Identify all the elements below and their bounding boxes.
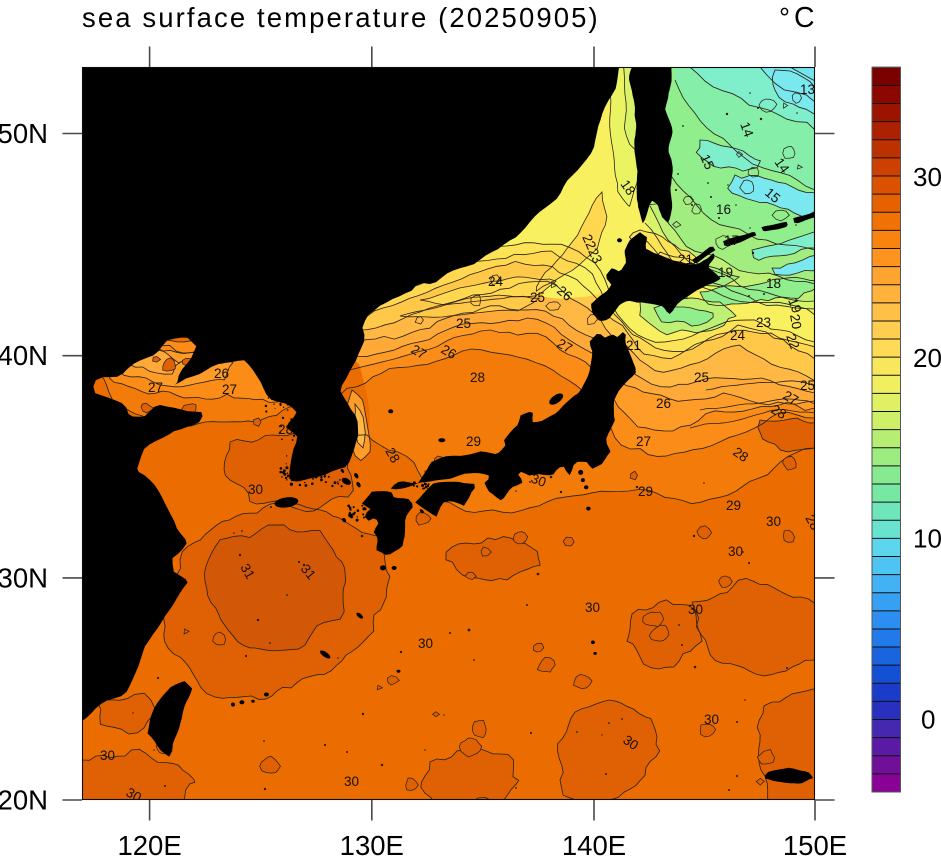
svg-text:27: 27 bbox=[781, 388, 802, 409]
svg-text:20N: 20N bbox=[0, 785, 48, 816]
svg-text:28: 28 bbox=[382, 445, 403, 466]
svg-text:26: 26 bbox=[656, 396, 671, 411]
svg-text:26: 26 bbox=[439, 342, 460, 363]
svg-text:21: 21 bbox=[626, 338, 641, 353]
svg-text:18: 18 bbox=[766, 276, 781, 291]
svg-text:24: 24 bbox=[730, 328, 746, 343]
svg-text:30: 30 bbox=[100, 748, 115, 763]
svg-text:30: 30 bbox=[529, 471, 548, 490]
svg-text:30: 30 bbox=[688, 602, 703, 617]
svg-text:25: 25 bbox=[530, 290, 545, 305]
svg-text:27: 27 bbox=[555, 336, 576, 357]
svg-text:30: 30 bbox=[248, 482, 263, 497]
svg-text:40N: 40N bbox=[0, 340, 48, 371]
svg-text:sea surface temperature (20250: sea surface temperature (20250905) bbox=[82, 2, 600, 33]
svg-text:30: 30 bbox=[913, 162, 941, 192]
svg-text:23: 23 bbox=[756, 315, 771, 330]
svg-text:30: 30 bbox=[704, 712, 719, 727]
svg-text:17: 17 bbox=[724, 233, 739, 248]
svg-text:27: 27 bbox=[222, 382, 237, 397]
svg-text:25: 25 bbox=[456, 316, 471, 331]
svg-text:28: 28 bbox=[730, 444, 751, 465]
svg-text:150E: 150E bbox=[783, 830, 847, 858]
svg-text:28: 28 bbox=[769, 402, 790, 423]
svg-text:30: 30 bbox=[418, 636, 433, 651]
svg-text:25: 25 bbox=[800, 378, 815, 393]
svg-text:22: 22 bbox=[783, 332, 802, 351]
svg-text:27: 27 bbox=[636, 434, 651, 449]
svg-text:°: ° bbox=[779, 2, 790, 33]
svg-text:23: 23 bbox=[585, 246, 605, 266]
svg-text:30: 30 bbox=[620, 732, 641, 753]
svg-text:15: 15 bbox=[762, 185, 783, 206]
svg-text:28: 28 bbox=[470, 370, 485, 385]
svg-text:30N: 30N bbox=[0, 562, 48, 593]
svg-text:30: 30 bbox=[766, 514, 781, 529]
svg-text:13: 13 bbox=[800, 82, 815, 97]
svg-text:30: 30 bbox=[344, 774, 359, 789]
svg-text:140E: 140E bbox=[562, 830, 626, 858]
svg-text:26: 26 bbox=[554, 283, 575, 304]
svg-text:C: C bbox=[794, 2, 815, 34]
svg-text:20: 20 bbox=[787, 313, 804, 330]
svg-text:29: 29 bbox=[726, 498, 741, 513]
svg-text:130E: 130E bbox=[340, 830, 404, 858]
svg-text:26: 26 bbox=[214, 366, 229, 381]
svg-text:120E: 120E bbox=[117, 830, 181, 858]
svg-text:21: 21 bbox=[678, 252, 693, 267]
svg-text:30: 30 bbox=[124, 785, 145, 806]
svg-text:24: 24 bbox=[488, 274, 504, 289]
svg-text:22: 22 bbox=[579, 232, 599, 252]
svg-text:50N: 50N bbox=[0, 118, 48, 149]
svg-text:10: 10 bbox=[913, 524, 941, 554]
svg-text:28: 28 bbox=[278, 422, 293, 437]
svg-text:27: 27 bbox=[409, 342, 430, 363]
svg-text:14: 14 bbox=[737, 120, 756, 140]
svg-text:20: 20 bbox=[913, 343, 941, 373]
svg-text:29: 29 bbox=[466, 434, 481, 449]
svg-text:15: 15 bbox=[697, 152, 717, 172]
svg-text:16: 16 bbox=[716, 202, 731, 217]
svg-text:30: 30 bbox=[728, 544, 743, 559]
svg-text:25: 25 bbox=[694, 370, 709, 385]
svg-text:19: 19 bbox=[718, 265, 733, 280]
svg-text:30: 30 bbox=[585, 600, 600, 615]
svg-text:29: 29 bbox=[638, 484, 653, 499]
svg-text:31: 31 bbox=[237, 561, 258, 582]
svg-text:18: 18 bbox=[618, 177, 639, 198]
svg-text:27: 27 bbox=[148, 380, 163, 395]
svg-text:31: 31 bbox=[298, 561, 319, 582]
svg-text:0: 0 bbox=[921, 704, 935, 734]
svg-text:19: 19 bbox=[785, 296, 804, 315]
